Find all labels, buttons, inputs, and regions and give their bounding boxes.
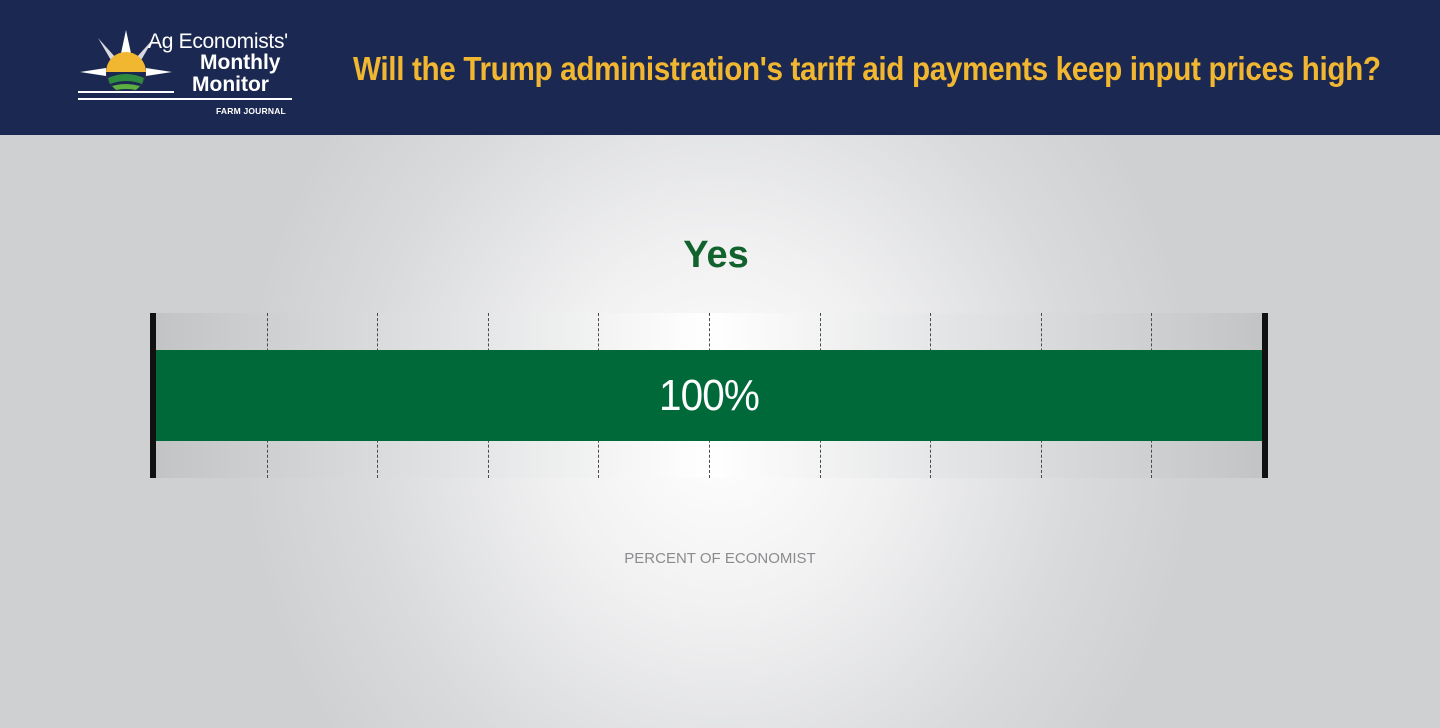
axis-edge-right bbox=[1262, 313, 1268, 478]
farm-journal-wordmark: FARM JOURNAL bbox=[216, 106, 286, 116]
logo-line-monitor: Monitor bbox=[192, 73, 269, 96]
bar-value-label: 100% bbox=[659, 370, 760, 420]
axis-edge-left bbox=[150, 313, 156, 478]
logo-line-monthly: Monthly bbox=[200, 51, 281, 74]
category-label-yes: Yes bbox=[683, 234, 749, 276]
x-axis-label: PERCENT OF ECONOMIST bbox=[624, 550, 816, 567]
headline-question: Will the Trump administration's tariff a… bbox=[353, 50, 1381, 87]
header-banner: Ag Economists' Monthly Monitor FARM JOUR… bbox=[0, 0, 1440, 135]
logo-divider bbox=[78, 98, 292, 100]
bar-yes: 100% bbox=[156, 350, 1262, 441]
compass-sun-farm-icon bbox=[78, 30, 174, 93]
bar-track: 100% bbox=[150, 313, 1268, 478]
monthly-monitor-logo: Ag Economists' Monthly Monitor FARM JOUR… bbox=[76, 24, 306, 120]
logo-line-ag-economists: Ag Economists' bbox=[148, 30, 288, 53]
